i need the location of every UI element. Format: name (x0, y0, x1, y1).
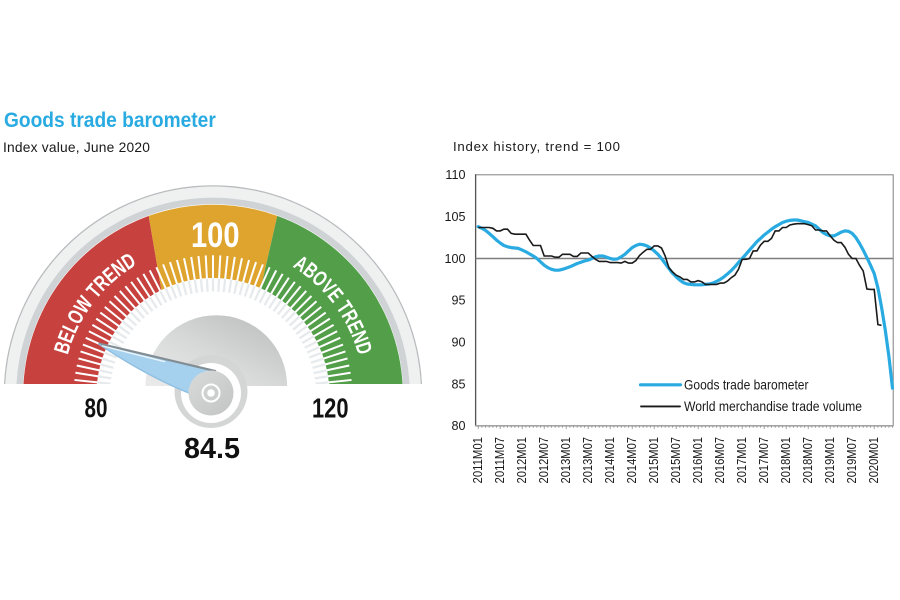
svg-text:2019M07: 2019M07 (845, 437, 859, 484)
svg-text:100: 100 (191, 216, 240, 255)
svg-text:85: 85 (451, 377, 465, 391)
svg-text:90: 90 (451, 335, 465, 349)
svg-text:84.5: 84.5 (184, 433, 240, 465)
svg-text:2013M01: 2013M01 (559, 437, 573, 484)
svg-text:2020M01: 2020M01 (867, 437, 881, 484)
svg-text:World merchandise trade volume: World merchandise trade volume (684, 398, 862, 414)
svg-text:120: 120 (312, 393, 349, 424)
svg-text:80: 80 (451, 419, 465, 433)
svg-text:2015M07: 2015M07 (669, 437, 683, 484)
svg-text:2018M01: 2018M01 (779, 437, 793, 484)
svg-text:2016M07: 2016M07 (713, 437, 727, 484)
svg-text:100: 100 (444, 252, 465, 266)
svg-text:2013M07: 2013M07 (581, 437, 595, 484)
svg-text:2014M01: 2014M01 (603, 437, 617, 484)
svg-text:2011M01: 2011M01 (471, 437, 485, 484)
svg-text:80: 80 (85, 393, 108, 423)
svg-text:2016M01: 2016M01 (691, 437, 705, 484)
svg-text:2012M07: 2012M07 (537, 437, 551, 484)
svg-text:105: 105 (444, 210, 465, 224)
svg-text:2017M07: 2017M07 (757, 437, 771, 484)
svg-text:2019M01: 2019M01 (823, 437, 837, 484)
svg-text:2015M01: 2015M01 (647, 437, 661, 484)
svg-text:Goods trade barometer: Goods trade barometer (684, 376, 809, 392)
svg-text:110: 110 (445, 168, 465, 182)
svg-text:2012M01: 2012M01 (515, 437, 529, 484)
svg-text:2011M07: 2011M07 (493, 437, 507, 484)
svg-text:95: 95 (451, 294, 465, 308)
svg-text:2014M07: 2014M07 (625, 437, 639, 484)
svg-text:2017M01: 2017M01 (735, 437, 749, 484)
svg-text:2018M07: 2018M07 (801, 437, 815, 484)
